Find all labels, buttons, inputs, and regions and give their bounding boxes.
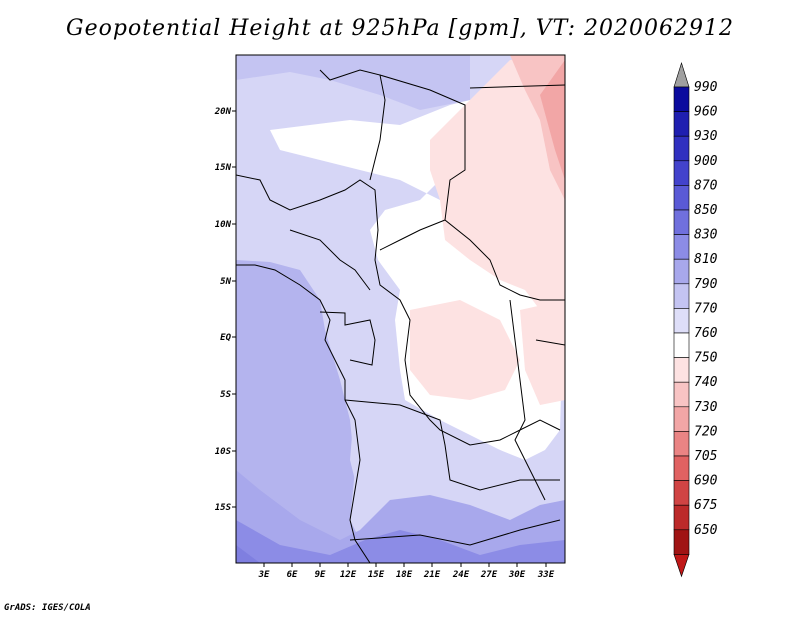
colorbar-swatch xyxy=(673,185,690,211)
colorbar: 990 960 930 900 870 850 830 810 790 770 760 750 740 7… xyxy=(673,61,718,578)
colorbar-swatch xyxy=(673,504,690,531)
colorbar-label: 705 xyxy=(694,449,718,464)
lat-label: EQ xyxy=(220,333,231,343)
colorbar-label: 850 xyxy=(694,203,718,218)
lon-label: 33E xyxy=(537,570,555,580)
colorbar-label: 675 xyxy=(694,498,718,513)
colorbar-label: 760 xyxy=(694,326,718,341)
colorbar-swatch xyxy=(673,431,690,457)
colorbar-label: 690 xyxy=(694,474,718,489)
colorbar-swatch xyxy=(673,480,690,506)
colorbar-swatch xyxy=(673,308,690,334)
colorbar-top-arrow xyxy=(673,61,690,88)
colorbar-swatch xyxy=(673,135,690,162)
lon-label: 9E xyxy=(315,570,326,580)
colorbar-swatch xyxy=(673,381,690,408)
colorbar-swatch xyxy=(673,86,690,112)
colorbar-label: 960 xyxy=(694,105,718,120)
colorbar-swatch xyxy=(673,209,690,235)
colorbar-swatch xyxy=(673,455,690,481)
colorbar-swatch xyxy=(673,160,690,186)
lat-label: 15N xyxy=(215,163,232,173)
colorbar-swatch xyxy=(673,529,690,555)
latitude-ticks xyxy=(232,110,236,508)
map-frame xyxy=(235,54,566,564)
lat-label: 15S xyxy=(215,503,232,513)
colorbar-swatch xyxy=(673,111,690,137)
colorbar-label: 790 xyxy=(694,277,718,292)
colorbar-label: 750 xyxy=(694,351,718,366)
colorbar-swatch xyxy=(673,406,690,432)
lon-label: 15E xyxy=(368,570,385,580)
lon-label: 6E xyxy=(287,570,298,580)
colorbar-label: 810 xyxy=(694,252,718,267)
colorbar-label: 720 xyxy=(694,424,718,439)
lon-label: 18E xyxy=(396,570,413,580)
lon-label: 3E xyxy=(258,570,270,580)
colorbar-swatch xyxy=(673,357,690,383)
lon-label: 12E xyxy=(340,570,357,580)
colorbar-label: 740 xyxy=(694,375,718,390)
colorbar-swatch xyxy=(673,332,690,358)
lat-label: 5S xyxy=(220,390,231,400)
colorbar-label: 930 xyxy=(694,129,718,144)
height-field xyxy=(236,55,565,563)
lat-label: 20N xyxy=(214,107,232,117)
colorbar-swatch xyxy=(673,234,690,260)
colorbar-label: 830 xyxy=(694,228,718,243)
colorbar-label: 870 xyxy=(694,178,718,193)
longitude-ticks xyxy=(263,563,547,567)
lon-label: 27E xyxy=(480,570,498,580)
map-title: Geopotential Height at 925hPa [gpm], VT:… xyxy=(66,16,734,41)
lon-label: 21E xyxy=(423,570,441,580)
colorbar-label: 650 xyxy=(694,523,718,538)
colorbar-label: 770 xyxy=(694,301,718,316)
colorbar-label: 730 xyxy=(694,400,718,415)
colorbar-label: 900 xyxy=(694,154,718,169)
colorbar-label: 990 xyxy=(694,80,718,95)
grads-credit: GrADS: IGES/COLA xyxy=(4,603,91,613)
lat-label: 10S xyxy=(215,447,232,457)
lat-label: 10N xyxy=(215,220,232,230)
longitude-axis: 3E 6E 9E 12E 15E 18E 21E 24E 27E 30E 33E xyxy=(258,570,555,580)
colorbar-swatch xyxy=(673,283,690,309)
lat-label: 5N xyxy=(220,277,231,287)
colorbar-bottom-arrow xyxy=(673,554,690,578)
lon-label: 24E xyxy=(452,570,470,580)
latitude-axis: 20N 15N 10N 5N EQ 5S 10S 15S xyxy=(214,107,232,513)
lon-label: 30E xyxy=(508,570,526,580)
country-borders xyxy=(236,69,565,563)
colorbar-swatch xyxy=(673,258,690,285)
